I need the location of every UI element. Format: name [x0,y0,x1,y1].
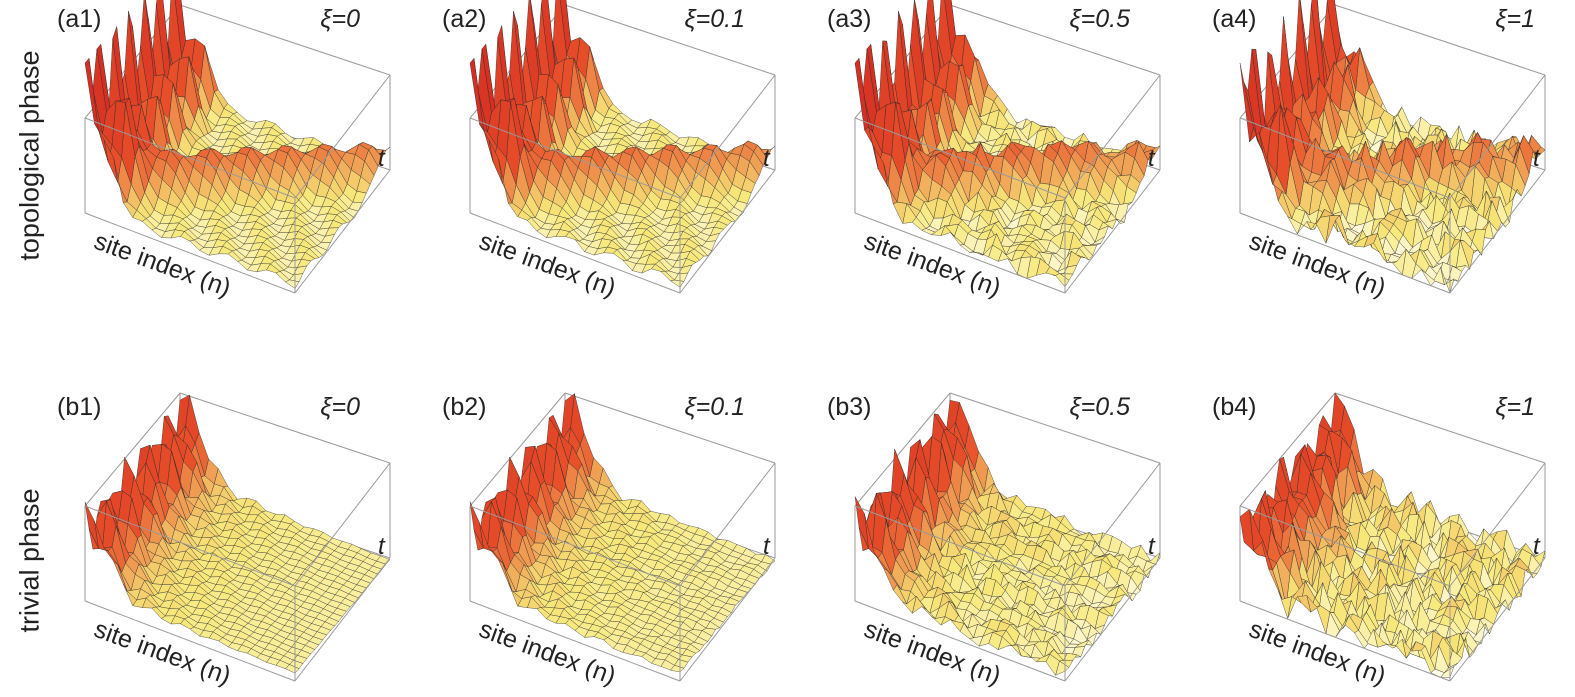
panel-label: (a1) [57,5,102,33]
surface-cell [84,501,99,549]
t-axis-label: t [1148,145,1155,172]
bounding-box-front [84,462,391,682]
surface-cell [469,501,484,549]
surface-mesh [854,399,1161,676]
t-axis-label: t [378,533,385,560]
surface-plot-panel: (a1) ξ=0 t site index (n) [55,0,400,305]
row-label-trivial: trivial phase [14,488,45,633]
surface-svg [84,0,391,294]
bounding-box-front [1239,74,1546,294]
surface-cell [469,57,484,130]
surface-plot-panel: (a2) ξ=0.1 t site index (n) [440,0,785,305]
xi-value-label: ξ=0.1 [684,5,745,33]
surface-plot-panel: (b4) ξ=1 t site index (n) [1210,392,1555,693]
t-axis-label: t [1533,533,1540,560]
surface-mesh [84,0,391,289]
surface-mesh [469,393,776,673]
panel-label: (a4) [1212,5,1257,33]
t-axis-label: t [763,145,770,172]
surface-cell [854,57,869,131]
t-axis-label: t [763,533,770,560]
surface-mesh [854,0,1161,288]
surface-svg [469,0,776,294]
panel-label: (b2) [442,393,487,421]
bounding-box-front [854,74,1161,294]
panel-label: (b3) [827,393,872,421]
t-axis-label: t [1533,145,1540,172]
t-axis-label: t [1148,533,1155,560]
surface-mesh [84,394,391,674]
bounding-box-front [1239,462,1546,682]
surface-svg [854,0,1161,294]
surface-svg [1239,392,1546,682]
panel-label: (b4) [1212,393,1257,421]
bounding-box-front [84,74,391,294]
t-axis-label: t [378,145,385,172]
xi-value-label: ξ=0 [320,393,360,421]
surface-plot-panel: (b3) ξ=0.5 t site index (n) [825,392,1170,693]
surface-svg [854,392,1161,682]
panel-label: (a3) [827,5,872,33]
xi-value-label: ξ=0.5 [1069,393,1130,421]
surface-mesh [1239,0,1546,294]
surface-svg [469,392,776,682]
surface-plot-panel: (b1) ξ=0 t site index (n) [55,392,400,693]
panel-label: (a2) [442,5,487,33]
row-label-topological: topological phase [14,50,45,261]
surface-cell [1239,508,1254,552]
bounding-box-front [854,462,1161,682]
panel-label: (b1) [57,393,102,421]
surface-mesh [1239,392,1546,678]
bounding-box-front [469,74,776,294]
xi-value-label: ξ=0 [320,5,360,33]
xi-value-label: ξ=1 [1495,5,1535,33]
xi-value-label: ξ=1 [1495,393,1535,421]
surface-plot-panel: (b2) ξ=0.1 t site index (n) [440,392,785,693]
surface-cell [84,57,99,131]
surface-plot-panel: (a4) ξ=1 t site index (n) [1210,0,1555,305]
surface-mesh [469,0,776,288]
surface-svg [84,392,391,682]
xi-value-label: ξ=0.1 [684,393,745,421]
surface-cell [669,279,685,288]
surface-svg [1239,0,1546,294]
surface-plot-panel: (a3) ξ=0.5 t site index (n) [825,0,1170,305]
bounding-box-front [469,462,776,682]
xi-value-label: ξ=0.5 [1069,5,1130,33]
